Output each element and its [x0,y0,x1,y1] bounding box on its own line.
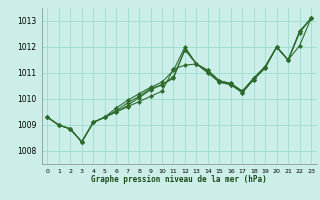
X-axis label: Graphe pression niveau de la mer (hPa): Graphe pression niveau de la mer (hPa) [91,175,267,184]
